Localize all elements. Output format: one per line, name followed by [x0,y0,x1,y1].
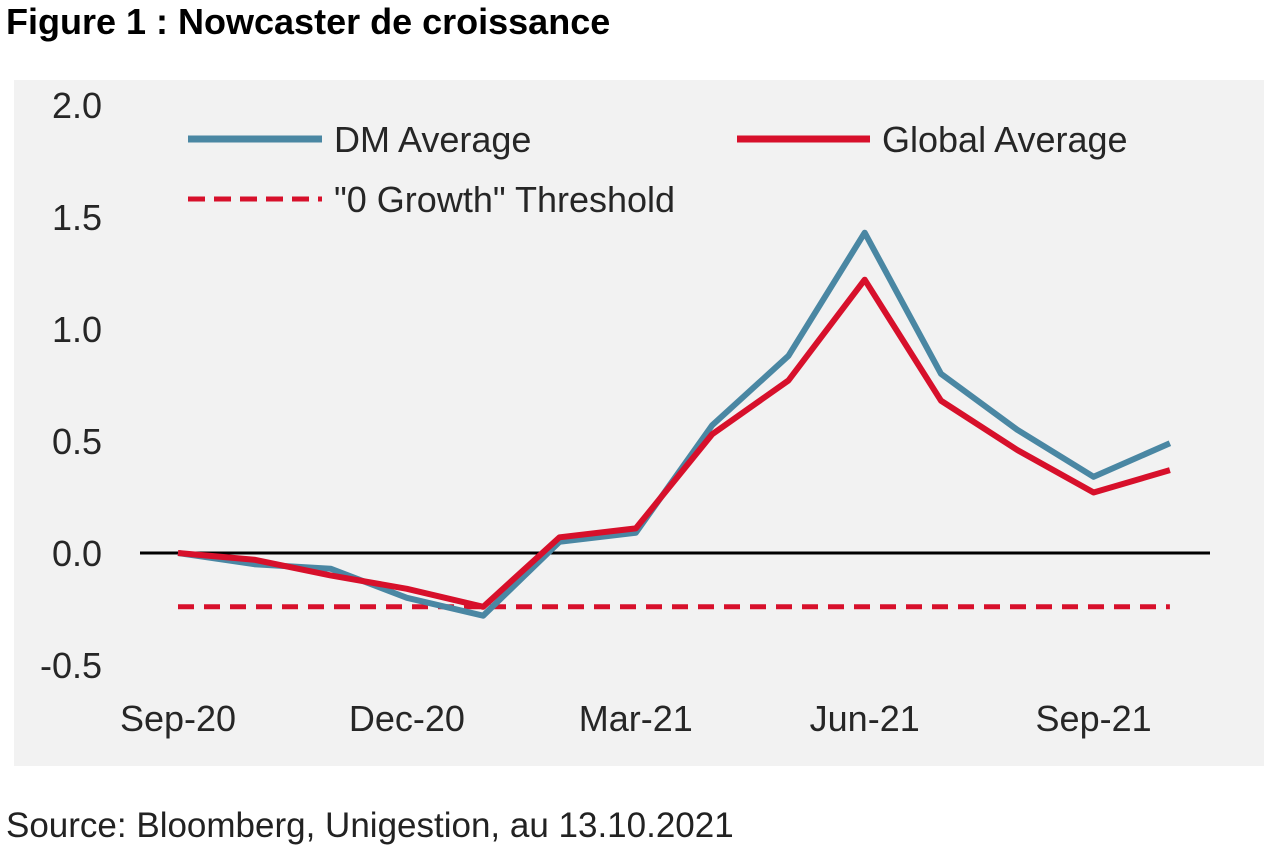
x-tick-label: Mar-21 [579,698,693,739]
y-tick-label: 1.5 [52,197,102,238]
source-note: Source: Bloomberg, Unigestion, au 13.10.… [6,806,734,845]
chart-panel [14,80,1264,766]
y-tick-label: 1.0 [52,309,102,350]
x-tick-label: Dec-20 [349,698,465,739]
y-tick-label: 2.0 [52,85,102,126]
figure-title: Figure 1 : Nowcaster de croissance [6,1,611,42]
y-tick-label: 0.0 [52,533,102,574]
legend-label-global-average: Global Average [882,119,1128,160]
series-line-global-average [177,276,1171,610]
x-tick-label: Jun-21 [810,698,920,739]
x-tick-label: Sep-21 [1036,698,1152,739]
x-tick-label: Sep-20 [120,698,236,739]
y-tick-label: -0.5 [40,645,102,686]
legend-label-dm-average: DM Average [334,119,531,160]
y-tick-label: 0.5 [52,421,102,462]
legend-label-threshold: "0 Growth" Threshold [334,179,675,220]
series-line-dm-average [177,229,1172,619]
